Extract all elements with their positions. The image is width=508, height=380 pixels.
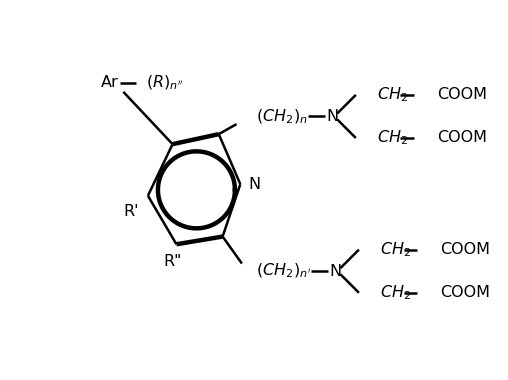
Text: $CH_2$: $CH_2$ xyxy=(380,283,411,302)
Text: N: N xyxy=(330,264,342,279)
Text: N: N xyxy=(248,177,260,192)
Text: N: N xyxy=(327,109,339,124)
Text: COOM: COOM xyxy=(440,242,491,257)
Text: $CH_2$: $CH_2$ xyxy=(377,86,408,104)
Text: Ar: Ar xyxy=(101,75,118,90)
Text: COOM: COOM xyxy=(437,130,488,146)
Text: $(CH_2)_{n'}$: $(CH_2)_{n'}$ xyxy=(256,262,311,280)
Text: $CH_2$: $CH_2$ xyxy=(377,129,408,147)
Text: $(CH_2)_n$: $(CH_2)_n$ xyxy=(256,107,307,126)
Text: COOM: COOM xyxy=(440,285,491,300)
Text: R": R" xyxy=(164,254,182,269)
Text: $(R)_{n^{\prime\prime}}$: $(R)_{n^{\prime\prime}}$ xyxy=(146,73,184,92)
Text: R': R' xyxy=(123,204,139,218)
Text: $CH_2$: $CH_2$ xyxy=(380,240,411,259)
Text: COOM: COOM xyxy=(437,87,488,102)
